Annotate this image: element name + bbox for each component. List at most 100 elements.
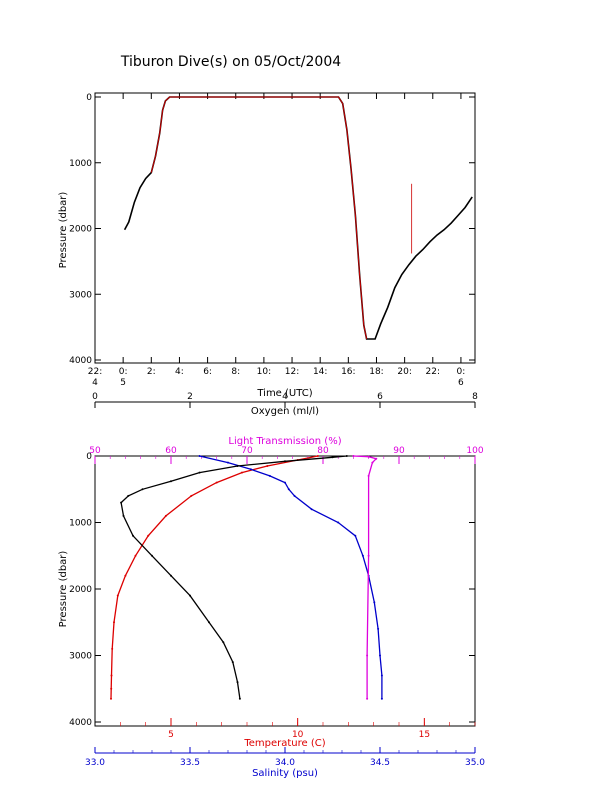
figure-title: Tiburon Dive(s) on 05/Oct/2004 xyxy=(120,54,341,70)
light-transmission-axis-label: Light Transmission (%) xyxy=(228,436,341,447)
temperature-point xyxy=(164,514,167,517)
oxygen-tick-label-2: 4 xyxy=(282,392,288,402)
salinity-axis-label: Salinity (psu) xyxy=(252,768,318,779)
top-xtick-label-11: 20: xyxy=(397,367,411,377)
salinity-point xyxy=(310,508,313,511)
oxygen-tick-label-3: 6 xyxy=(377,392,383,402)
top-xtick-label-12: 22: xyxy=(426,367,440,377)
oxygen-point xyxy=(331,456,334,459)
temp-tick-label-0: 5 xyxy=(168,730,174,740)
oxygen-point xyxy=(132,534,134,537)
salinity-point xyxy=(227,461,229,464)
temperature-point xyxy=(316,455,319,457)
top-ytick-label-4: 4000 xyxy=(69,356,92,366)
top-xtick-label-4: 6: xyxy=(203,367,212,377)
oxygen-point xyxy=(189,594,191,597)
temperature-point xyxy=(124,574,127,577)
light-transmission-point xyxy=(367,455,370,458)
top-xtick-label-13: 0: xyxy=(457,367,466,377)
bottom-ytick-label-1: 1000 xyxy=(69,519,92,529)
bottom-plot-frame xyxy=(94,455,476,727)
salinity-tick-label-1: 33.5 xyxy=(180,758,200,768)
bottom-ytick-label-0: 0 xyxy=(86,452,92,462)
top-xtick-sublabel-0: 4 xyxy=(92,378,98,388)
salinity-point xyxy=(337,521,340,524)
top-xtick-label-10: 18: xyxy=(369,367,383,377)
salinity-point xyxy=(284,481,286,484)
salinity-point xyxy=(293,494,296,497)
oxygen-point xyxy=(127,494,130,497)
salinity-point xyxy=(380,697,383,700)
top-plot-xlabel: Time (UTC) xyxy=(256,388,312,399)
salinity-point xyxy=(249,468,252,471)
salinity-point xyxy=(373,601,376,604)
oxygen-point xyxy=(284,460,286,463)
salinity-tick-label-3: 34.5 xyxy=(370,758,390,768)
oxygen-point xyxy=(198,471,201,474)
top-plot-frame xyxy=(94,92,476,364)
light-transmission-profile xyxy=(353,455,378,699)
temperature-point xyxy=(110,674,113,677)
top-xtick-label-8: 14: xyxy=(313,367,327,377)
dive-trace-1 xyxy=(150,96,368,340)
oxygen-point xyxy=(236,465,239,467)
salinity-tick-label-4: 35.0 xyxy=(465,758,485,768)
top-xtick-label-2: 2: xyxy=(147,367,156,377)
salinity-point xyxy=(354,534,357,537)
light-transmission-point xyxy=(367,474,370,477)
light-transmission-point xyxy=(366,697,369,700)
light-transmission-point xyxy=(375,457,378,460)
top-xtick-label-6: 10: xyxy=(257,367,271,377)
temperature-point xyxy=(116,594,119,597)
light-tick-label-0: 50 xyxy=(89,446,101,456)
top-ytick-label-2: 2000 xyxy=(69,225,92,235)
oxygen-point xyxy=(170,480,172,483)
bottom-ytick-label-2: 2000 xyxy=(69,585,92,595)
top-xtick-label-7: 12: xyxy=(285,367,299,377)
top-xtick-label-9: 16: xyxy=(341,367,355,377)
light-transmission-point xyxy=(352,455,355,457)
temp-tick-label-2: 15 xyxy=(419,730,430,740)
temp-tick-label-1: 10 xyxy=(292,730,304,740)
top-xtick-sublabel-1: 5 xyxy=(120,378,126,388)
top-xtick-label-3: 4: xyxy=(175,367,184,377)
oxygen-tick-label-1: 2 xyxy=(187,392,193,402)
temperature-point xyxy=(110,697,112,700)
dive-trace-0 xyxy=(123,96,473,340)
temperature-point xyxy=(190,494,193,497)
bottom-plot-ylabel: Pressure (dbar) xyxy=(58,551,69,628)
salinity-tick-label-2: 34.0 xyxy=(275,758,295,768)
temperature-profile xyxy=(110,455,319,699)
top-ytick-label-0: 0 xyxy=(86,93,92,103)
oxygen-profile xyxy=(120,455,347,699)
oxygen-tick-label-0: 0 xyxy=(92,392,98,402)
salinity-profile xyxy=(199,455,383,699)
top-ytick-label-1: 1000 xyxy=(69,159,92,169)
profile-plot: 0 1000 2000 3000 4000 0 2 4 6 8 50 60 70 80 90 100 5 10 15… xyxy=(69,392,485,768)
light-transmission-point xyxy=(367,554,370,557)
salinity-point xyxy=(198,455,201,457)
salinity-tick-label-0: 33.0 xyxy=(85,758,105,768)
salinity-point xyxy=(377,627,380,630)
light-tick-label-5: 100 xyxy=(466,446,483,456)
temperature-point xyxy=(147,534,150,537)
oxygen-point xyxy=(120,501,123,504)
temperature-axis-label: Temperature (C) xyxy=(243,738,325,749)
oxygen-point xyxy=(170,574,172,577)
light-tick-label-1: 60 xyxy=(165,446,177,456)
oxygen-point xyxy=(345,455,348,457)
top-xtick-label-0: 22: xyxy=(88,367,102,377)
oxygen-point xyxy=(151,554,153,557)
temperature-point xyxy=(110,687,113,690)
temperature-point xyxy=(111,647,114,650)
bottom-ytick-label-3: 3000 xyxy=(69,652,92,662)
oxygen-point xyxy=(122,514,125,517)
light-transmission-point xyxy=(366,654,369,657)
top-xtick-label-5: 8: xyxy=(231,367,240,377)
oxygen-point xyxy=(238,697,241,700)
top-xtick-sublabel-13: 6 xyxy=(458,378,464,388)
oxygen-point xyxy=(231,661,234,664)
top-ytick-label-3: 3000 xyxy=(69,290,92,300)
salinity-point xyxy=(379,654,381,657)
